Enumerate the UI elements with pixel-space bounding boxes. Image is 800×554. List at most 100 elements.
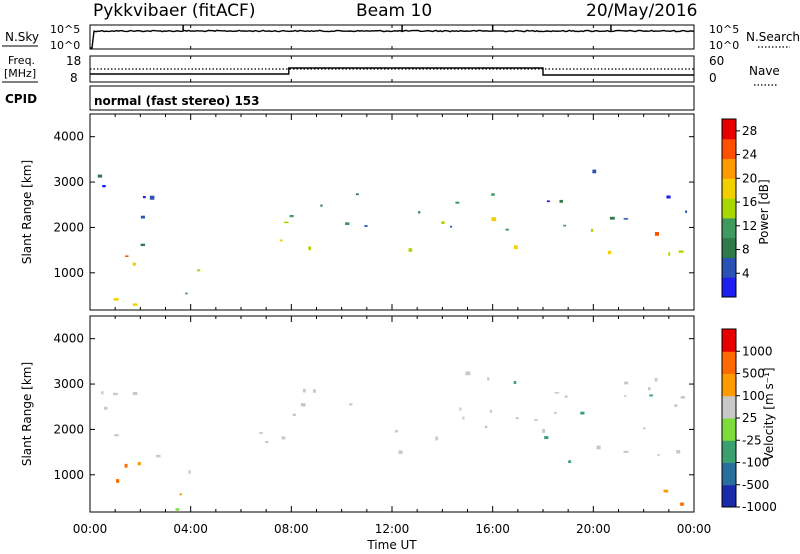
echo-cell <box>491 217 497 222</box>
colorbar-segment <box>722 198 736 219</box>
freq-right-tick-top: 60 <box>709 54 724 68</box>
echo-cell <box>564 395 568 398</box>
colorbar-segment <box>722 440 736 463</box>
echo-cell <box>465 371 471 376</box>
colorbar-segment <box>722 395 736 419</box>
colorbar-tick-label: -25 <box>742 433 762 447</box>
echo-cell <box>484 425 488 429</box>
colorbar-tick-label: 12 <box>742 219 757 233</box>
echo-cell <box>280 239 283 242</box>
echo-cell <box>408 248 413 252</box>
echo-cell <box>514 245 518 250</box>
noise-left-tick-top: 10^5 <box>50 23 80 36</box>
noise-trace <box>90 29 695 49</box>
velocity-y-label: Slant Range [km] <box>20 362 34 466</box>
y-tick-label: 2000 <box>53 220 84 234</box>
colorbar-segment <box>722 418 736 441</box>
y-tick-label: 4000 <box>53 130 84 144</box>
x-tick-label: 00:00 <box>73 522 108 536</box>
station-title: Pykkvibaer (fitACF) <box>93 1 256 21</box>
power-y-axis: 1000 2000 3000 4000 <box>53 130 694 280</box>
noise-right-tick-top: 10^5 <box>709 23 739 36</box>
echo-cell <box>654 378 658 382</box>
velocity-x-ticks <box>89 316 695 512</box>
echo-cell <box>435 436 439 441</box>
echo-cell <box>513 381 517 384</box>
echo-cell <box>680 502 684 506</box>
echo-cell <box>534 419 538 421</box>
echo-cell <box>450 225 453 228</box>
colorbar-segment <box>722 138 736 160</box>
power-colorbar-label: Power [dB] <box>757 179 771 244</box>
y-tick-label: 1000 <box>53 266 84 280</box>
echo-cell <box>188 470 191 474</box>
noise-left-tick-bottom: 10^0 <box>50 39 80 52</box>
colorbar-segment <box>722 277 736 298</box>
velocity-y-axis: 1000 2000 3000 4000 <box>53 332 694 482</box>
freq-right-tick-bottom: 0 <box>709 71 717 85</box>
colorbar-segment <box>722 119 736 140</box>
echo-cell <box>308 246 311 251</box>
colorbar-segment <box>722 329 736 352</box>
echo-cell <box>124 463 128 468</box>
echo-cell <box>132 262 136 266</box>
velocity-echoes <box>101 371 685 511</box>
x-tick-label: 04:00 <box>173 522 208 536</box>
noise-right-tick-bottom: 10^0 <box>709 39 739 52</box>
echo-cell <box>654 232 659 236</box>
power-y-label: Slant Range [km] <box>20 160 34 264</box>
freq-trace <box>90 67 694 76</box>
colorbar-tick-label: 24 <box>742 148 757 162</box>
echo-cell <box>649 394 653 397</box>
echo-cell <box>666 195 671 199</box>
echo-cell <box>441 221 445 224</box>
echo-cell <box>623 218 629 220</box>
echo-cell <box>132 303 138 306</box>
power-echoes <box>97 169 688 306</box>
colorbar-tick-label: 500 <box>742 367 765 381</box>
colorbar-segment <box>722 178 736 199</box>
time-axis-labels: 00:00 04:00 08:00 12:00 16:00 20:00 00:00 <box>73 522 712 536</box>
echo-cell <box>113 392 118 396</box>
echo-cell <box>568 460 572 463</box>
echo-cell <box>175 508 180 511</box>
echo-cell <box>300 403 306 407</box>
colorbar-segment <box>722 217 736 239</box>
colorbar-segment <box>722 351 736 374</box>
colorbar-tick-label: 16 <box>742 195 757 209</box>
echo-cell <box>142 196 146 199</box>
echo-cell <box>418 211 421 214</box>
echo-cell <box>590 228 594 232</box>
echo-cell <box>609 216 615 220</box>
echo-cell <box>259 432 263 434</box>
echo-cell <box>113 298 119 301</box>
echo-cell <box>489 409 492 413</box>
echo-cell <box>643 427 646 430</box>
echo-cell <box>355 193 359 196</box>
echo-cell <box>505 228 509 231</box>
echo-cell <box>491 193 495 196</box>
echo-cell <box>101 391 104 395</box>
cpid-strip: CPID normal (fast stereo) 153 <box>5 85 695 111</box>
echo-cell <box>302 388 306 393</box>
echo-cell <box>114 434 119 437</box>
colorbar-tick-label: 1000 <box>742 344 773 358</box>
x-tick-label: 08:00 <box>274 522 309 536</box>
noise-strip: N.Sky 10^5 10^0 10^5 10^0 N.Search <box>2 23 800 52</box>
echo-cell <box>554 392 560 394</box>
colorbar-tick-label: 28 <box>742 124 757 138</box>
echo-cell <box>459 407 462 411</box>
echo-cell <box>657 454 660 456</box>
freq-strip: Freq. [MHz] 18 8 60 0 Nave <box>2 54 780 86</box>
echo-cell <box>149 195 155 200</box>
echo-cell <box>283 221 289 224</box>
cpid-label: CPID <box>5 92 37 106</box>
freq-label-line2: [MHz] <box>4 67 36 80</box>
x-tick-label: 12:00 <box>375 522 410 536</box>
colorbar-tick-label: -100 <box>742 456 769 470</box>
echo-cell <box>265 440 269 443</box>
echo-cell <box>623 450 629 453</box>
echo-cell <box>676 450 681 454</box>
x-axis-title: Time UT <box>366 538 417 552</box>
echo-cell <box>292 413 296 416</box>
